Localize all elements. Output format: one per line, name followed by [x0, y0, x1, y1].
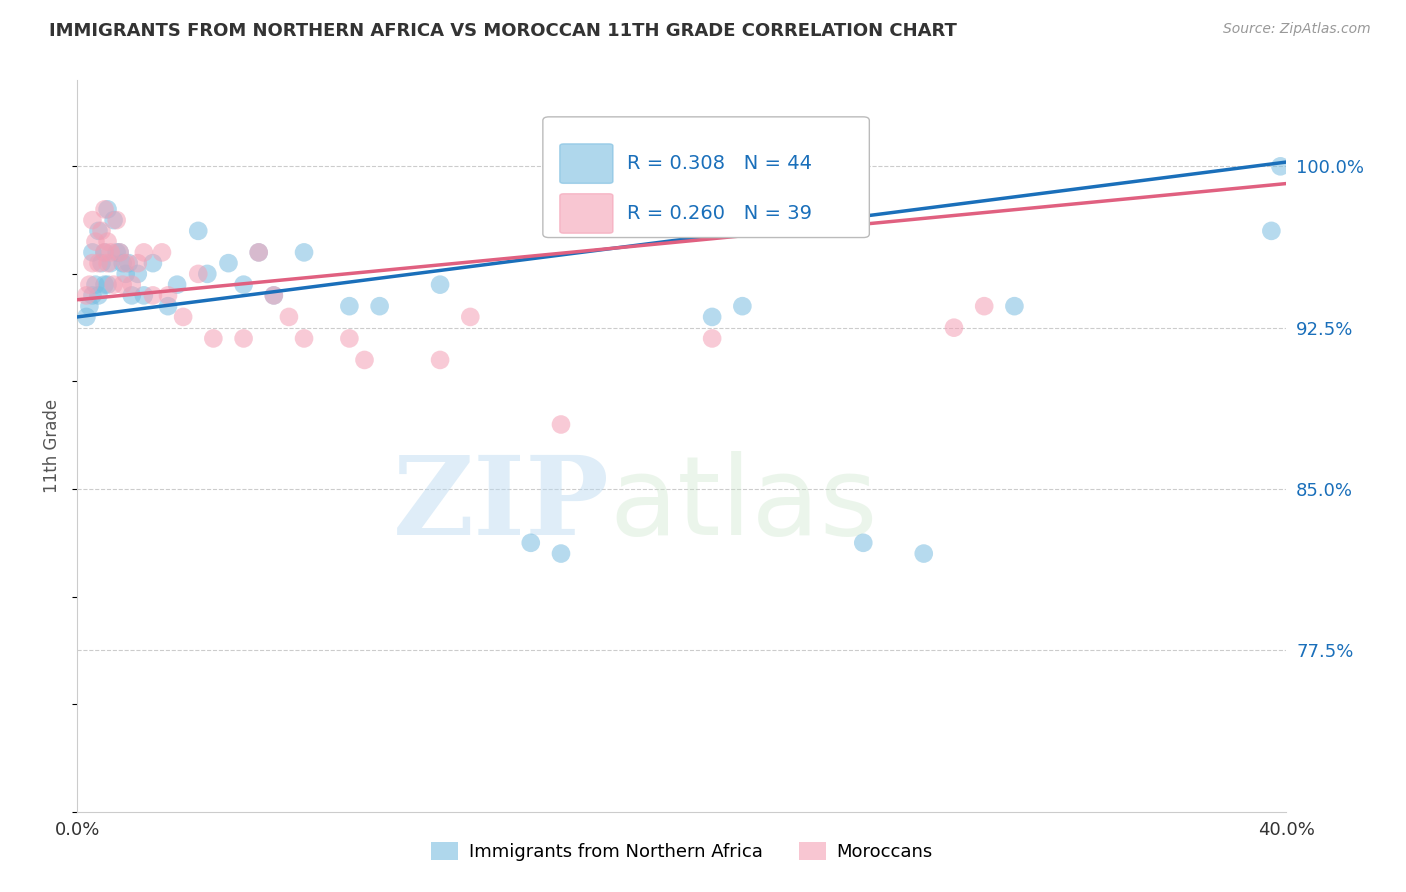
Point [111, 256, 134, 270]
Point [142, 288, 165, 302]
Point [79, 299, 101, 313]
Point [263, 288, 285, 302]
Point [731, 299, 754, 313]
Point [187, 267, 209, 281]
Point [118, 256, 141, 270]
Point [93, 277, 115, 292]
Point [111, 277, 134, 292]
Point [93, 202, 115, 217]
Text: atlas: atlas [609, 451, 877, 558]
Point [1270, 159, 1292, 173]
Point [84, 277, 107, 292]
Point [973, 299, 995, 313]
Point [702, 310, 724, 324]
Point [232, 331, 254, 345]
Point [82, 213, 104, 227]
Point [142, 256, 165, 270]
Point [292, 331, 315, 345]
Point [114, 267, 136, 281]
Point [121, 277, 143, 292]
FancyBboxPatch shape [560, 144, 613, 184]
Point [1004, 299, 1026, 313]
Point [218, 256, 240, 270]
Point [292, 245, 315, 260]
Point [108, 245, 131, 260]
Text: IMMIGRANTS FROM NORTHERN AFRICA VS MOROCCAN 11TH GRADE CORRELATION CHART: IMMIGRANTS FROM NORTHERN AFRICA VS MOROC… [49, 22, 957, 40]
Point [337, 331, 360, 345]
Point [278, 310, 301, 324]
Text: ZIP: ZIP [392, 451, 609, 558]
Point [87, 288, 110, 302]
Point [103, 213, 125, 227]
Point [121, 288, 143, 302]
Point [150, 245, 173, 260]
FancyBboxPatch shape [543, 117, 869, 237]
Point [79, 277, 101, 292]
Point [852, 536, 875, 550]
Text: Source: ZipAtlas.com: Source: ZipAtlas.com [1223, 22, 1371, 37]
Point [82, 256, 104, 270]
Point [90, 256, 112, 270]
Point [132, 245, 155, 260]
Point [93, 245, 115, 260]
Point [96, 235, 118, 249]
Point [93, 245, 115, 260]
Point [912, 547, 935, 561]
Point [247, 245, 270, 260]
FancyBboxPatch shape [560, 194, 613, 233]
Point [353, 353, 375, 368]
Point [75, 288, 97, 302]
Point [114, 256, 136, 270]
Point [100, 256, 122, 270]
Point [87, 256, 110, 270]
Point [108, 245, 131, 260]
Point [82, 245, 104, 260]
Point [232, 277, 254, 292]
Point [166, 277, 188, 292]
Point [1260, 224, 1282, 238]
Text: R = 0.260   N = 39: R = 0.260 N = 39 [627, 204, 813, 223]
Point [87, 224, 110, 238]
Point [263, 288, 285, 302]
Legend: Immigrants from Northern Africa, Moroccans: Immigrants from Northern Africa, Morocca… [423, 835, 941, 869]
Point [172, 310, 194, 324]
Point [100, 245, 122, 260]
Point [84, 235, 107, 249]
Point [337, 299, 360, 313]
Point [105, 213, 128, 227]
Y-axis label: 11th Grade: 11th Grade [44, 399, 62, 493]
Point [368, 299, 391, 313]
Point [105, 245, 128, 260]
Point [202, 331, 225, 345]
Point [75, 310, 97, 324]
Point [82, 288, 104, 302]
Point [429, 277, 451, 292]
Point [702, 331, 724, 345]
Point [550, 547, 572, 561]
Point [103, 277, 125, 292]
Point [96, 277, 118, 292]
Point [90, 224, 112, 238]
Point [429, 353, 451, 368]
Point [458, 310, 481, 324]
Point [550, 417, 572, 432]
Point [942, 320, 965, 334]
Point [96, 202, 118, 217]
Point [127, 256, 149, 270]
Point [195, 267, 218, 281]
Point [96, 256, 118, 270]
Point [187, 224, 209, 238]
Point [157, 299, 180, 313]
Point [157, 288, 180, 302]
Point [247, 245, 270, 260]
Point [132, 288, 155, 302]
Point [127, 267, 149, 281]
Point [520, 536, 543, 550]
Text: R = 0.308   N = 44: R = 0.308 N = 44 [627, 154, 813, 173]
